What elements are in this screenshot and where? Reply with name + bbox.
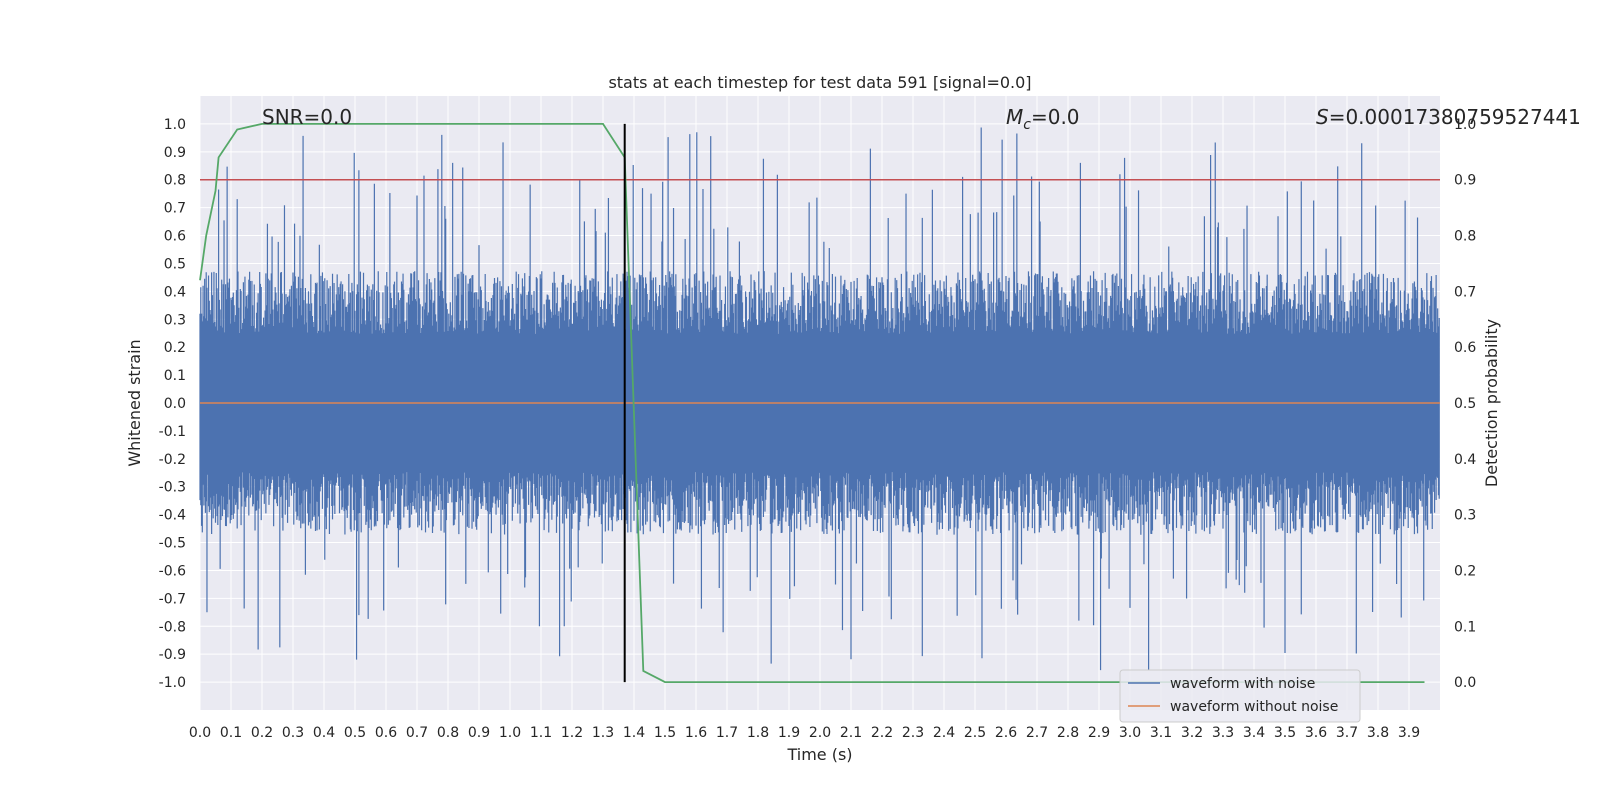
x-axis-label: Time (s) xyxy=(786,745,852,764)
x-tick-label: 3.3 xyxy=(1212,725,1234,741)
y-tick-label: 0.1 xyxy=(164,368,186,384)
legend: waveform with noise waveform without noi… xyxy=(1119,669,1361,723)
y-tick-label: 0.6 xyxy=(164,229,186,245)
right-tick-label: 0.1 xyxy=(1454,619,1476,635)
y-tick-label: 0.4 xyxy=(164,284,186,300)
s-value: =0.00017380759527441 xyxy=(1329,105,1581,129)
x-tick-label: 2.2 xyxy=(871,725,893,741)
right-tick-label: 0.5 xyxy=(1454,396,1476,412)
y-tick-label: -0.6 xyxy=(159,563,186,579)
y-tick-label: 0.5 xyxy=(164,256,186,272)
right-tick-label: 0.9 xyxy=(1454,173,1476,189)
x-tick-label: 2.9 xyxy=(1088,725,1110,741)
right-tick-labels: 1.0 0.9 0.8 0.7 0.6 0.5 0.4 0.3 0.2 0.1 0.0 xyxy=(1454,117,1476,691)
x-tick-label: 3.2 xyxy=(1181,725,1203,741)
x-tick-label: 0.3 xyxy=(282,725,304,741)
y-tick-label: -0.3 xyxy=(159,480,186,496)
chirp-mass-subscript: c xyxy=(1023,117,1031,133)
right-tick-label: 0.3 xyxy=(1454,508,1476,524)
right-tick-label: 0.8 xyxy=(1454,229,1476,245)
x-tick-labels: 0.0 0.1 0.2 0.3 0.4 0.5 0.6 0.7 0.8 0.9 1.0 1.1 1.2 1… xyxy=(189,725,1420,741)
y-tick-label: -0.8 xyxy=(159,619,186,635)
x-tick-label: 0.5 xyxy=(344,725,366,741)
y-tick-label: -0.7 xyxy=(159,591,186,607)
x-tick-label: 0.0 xyxy=(189,725,211,741)
right-tick-label: 0.6 xyxy=(1454,340,1476,356)
y-tick-label: 0.7 xyxy=(164,201,186,217)
x-tick-label: 2.5 xyxy=(964,725,986,741)
x-tick-label: 0.2 xyxy=(251,725,273,741)
right-tick-label: 0.7 xyxy=(1454,284,1476,300)
y-tick-label: -0.1 xyxy=(159,424,186,440)
x-tick-label: 2.6 xyxy=(995,725,1017,741)
chirp-mass-annotation: Mc=0.0 xyxy=(1006,105,1080,133)
x-tick-label: 1.8 xyxy=(747,725,769,741)
y-tick-label: -1.0 xyxy=(159,675,186,691)
x-tick-label: 1.5 xyxy=(654,725,676,741)
y-tick-label: 0.9 xyxy=(164,145,186,161)
x-tick-label: 3.7 xyxy=(1336,725,1358,741)
x-tick-label: 3.4 xyxy=(1243,725,1265,741)
x-tick-label: 3.5 xyxy=(1274,725,1296,741)
x-tick-label: 0.6 xyxy=(375,725,397,741)
x-tick-label: 1.7 xyxy=(716,725,738,741)
x-tick-label: 3.8 xyxy=(1367,725,1389,741)
right-axis-label: Detection probability xyxy=(1482,319,1501,487)
chart-title: stats at each timestep for test data 591… xyxy=(608,73,1031,92)
y-tick-label: 0.2 xyxy=(164,340,186,356)
x-tick-label: 2.7 xyxy=(1026,725,1048,741)
x-tick-label: 2.1 xyxy=(840,725,862,741)
x-tick-label: 0.7 xyxy=(406,725,428,741)
y-tick-label: -0.9 xyxy=(159,647,186,663)
y-tick-label: 1.0 xyxy=(164,117,186,133)
waveform-with-noise-series xyxy=(199,127,1440,671)
y-tick-label: -0.5 xyxy=(159,536,186,552)
x-tick-label: 0.1 xyxy=(220,725,242,741)
x-tick-label: 1.3 xyxy=(592,725,614,741)
x-tick-label: 1.9 xyxy=(778,725,800,741)
x-tick-label: 2.0 xyxy=(809,725,831,741)
y-tick-label: 0.3 xyxy=(164,312,186,328)
y-tick-label: 0.0 xyxy=(164,396,186,412)
y-tick-label: 0.8 xyxy=(164,173,186,189)
x-tick-label: 3.9 xyxy=(1398,725,1420,741)
legend-label-clean: waveform without noise xyxy=(1170,699,1338,715)
legend-label-noise: waveform with noise xyxy=(1170,676,1315,692)
x-tick-label: 0.9 xyxy=(468,725,490,741)
detection-probability-series xyxy=(199,123,1425,683)
plot-area xyxy=(199,123,1440,683)
y-tick-label: -0.2 xyxy=(159,452,186,468)
x-tick-label: 3.6 xyxy=(1305,725,1327,741)
y-tick-labels: 1.0 0.9 0.8 0.7 0.6 0.5 0.4 0.3 0.2 0.1 0.0 -0.1 -0.… xyxy=(159,117,186,691)
x-tick-label: 2.8 xyxy=(1057,725,1079,741)
x-tick-label: 1.1 xyxy=(530,725,552,741)
x-tick-label: 1.2 xyxy=(561,725,583,741)
x-tick-label: 0.4 xyxy=(313,725,335,741)
y-axis-label: Whitened strain xyxy=(125,339,144,466)
x-tick-label: 1.6 xyxy=(685,725,707,741)
x-tick-label: 1.4 xyxy=(623,725,645,741)
chirp-mass-symbol: M xyxy=(1006,105,1023,129)
x-tick-label: 3.1 xyxy=(1150,725,1172,741)
chirp-mass-value: =0.0 xyxy=(1031,105,1080,129)
x-tick-label: 0.8 xyxy=(437,725,459,741)
x-tick-label: 2.4 xyxy=(933,725,955,741)
x-tick-label: 1.0 xyxy=(499,725,521,741)
x-tick-label: 3.0 xyxy=(1119,725,1141,741)
right-tick-label: 1.0 xyxy=(1454,117,1476,133)
right-tick-label: 0.0 xyxy=(1454,675,1476,691)
s-symbol: S xyxy=(1316,105,1329,129)
snr-annotation: SNR=0.0 xyxy=(262,105,352,129)
right-tick-label: 0.2 xyxy=(1454,563,1476,579)
s-annotation: S=0.00017380759527441 xyxy=(1316,105,1581,129)
y-tick-label: -0.4 xyxy=(159,508,186,524)
right-tick-label: 0.4 xyxy=(1454,452,1476,468)
legend-box xyxy=(1119,669,1361,723)
x-tick-label: 2.3 xyxy=(902,725,924,741)
